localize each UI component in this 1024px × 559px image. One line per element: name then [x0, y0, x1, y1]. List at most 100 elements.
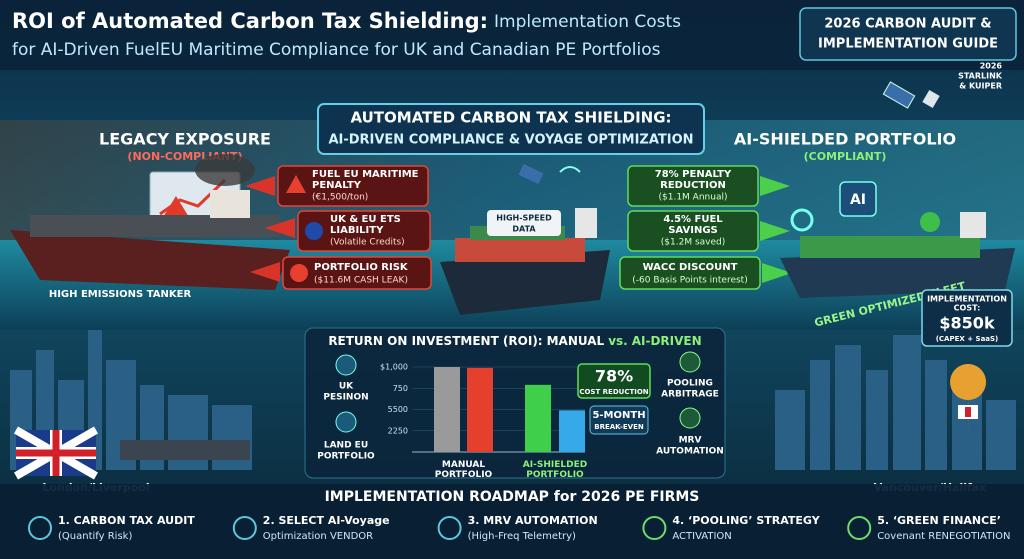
- annotation: BREAK-EVEN: [594, 423, 644, 431]
- x-tick-label: MANUAL PORTFOLIO: [435, 460, 493, 480]
- annotation: 78%: [595, 367, 633, 386]
- badge-box: [799, 7, 1017, 61]
- x-tick-line: AI-SHIELDED: [523, 460, 587, 470]
- legacy-title: LEGACY EXPOSURE: [99, 130, 271, 149]
- title: ROI of Automated Carbon Tax Shielding: Im…: [12, 9, 681, 33]
- step-title: 5. ‘GREEN FINANCE’: [877, 514, 1001, 527]
- risk-box: [265, 210, 431, 252]
- step-icon: [642, 516, 667, 540]
- canada-pin: [950, 364, 987, 445]
- risk-box: [245, 165, 429, 207]
- satellite-label: 2026: [980, 62, 1003, 71]
- right-icons: [679, 351, 701, 429]
- step-title: 2. SELECT AI-Voyage: [263, 514, 390, 527]
- risk-text: ($11.6M CASH LEAK): [314, 276, 408, 286]
- green-ship: [780, 212, 1015, 298]
- roadmap-bar: [0, 484, 1024, 559]
- data-label: DATA: [512, 225, 536, 234]
- step-icon: [232, 516, 257, 540]
- bar: [525, 384, 551, 452]
- cost-text: (CAPEX + SaaS): [936, 335, 999, 343]
- benefit-text: SAVINGS: [668, 225, 718, 236]
- x-tick-line: PORTFOLIO: [435, 470, 493, 480]
- benefit-text: WACC DISCOUNT: [643, 262, 738, 273]
- roi-title-part: vs.: [608, 334, 628, 348]
- annotation-box: [577, 363, 651, 399]
- benefit-text: (-60 Basis Points interest): [632, 276, 747, 286]
- roi-title-part: RETURN ON INVESTMENT (ROI):: [328, 334, 542, 348]
- bar: [434, 367, 460, 452]
- bar: [559, 410, 585, 452]
- tanker-ship: [10, 154, 290, 290]
- cost-value: $850k: [939, 314, 995, 333]
- cost-text: IMPLEMENTATION: [927, 295, 1007, 304]
- annotation-box: [589, 405, 649, 435]
- banner-line: AI-DRIVEN COMPLIANCE & VOYAGE OPTIMIZATI…: [328, 133, 693, 148]
- x-tick-line: MANUAL: [442, 460, 485, 470]
- benefit-box: [619, 256, 792, 290]
- badge-line: 2026 CARBON AUDIT &: [824, 17, 991, 32]
- y-tick-label: 750: [393, 384, 408, 393]
- risk-box: [250, 256, 432, 290]
- roadmap-title: IMPLEMENTATION ROADMAP for 2026 PE FIRMS: [325, 489, 700, 505]
- x-tick-label: AI-SHIELDED PORTFOLIO: [523, 460, 587, 480]
- step-detail: (Quantify Risk): [58, 531, 132, 542]
- annotation: COST REDUCTION: [579, 388, 648, 396]
- left-icon-label: LAND EU: [324, 441, 368, 451]
- right-icon-label: AUTOMATION: [656, 447, 724, 457]
- right-icon-label: ARBITRAGE: [661, 390, 719, 400]
- benefit-text: ($1.2M saved): [661, 238, 725, 248]
- step-icon: [28, 516, 52, 540]
- left-icon-label: PESINON: [323, 393, 368, 403]
- right-icon-label: POOLING: [667, 379, 713, 389]
- risk-text: PORTFOLIO RISK: [314, 262, 409, 273]
- step-detail: Optimization VENDOR: [263, 531, 373, 542]
- ai-label: AI: [850, 192, 866, 208]
- step-icon: [437, 516, 462, 540]
- cost-box: [921, 289, 1013, 347]
- step-title: 3. MRV AUTOMATION: [468, 514, 598, 527]
- step-title: 4. ‘POOLING’ STRATEGY: [672, 514, 820, 527]
- banner-line: AUTOMATED CARBON TAX SHIELDING:: [350, 109, 671, 127]
- satellite-icon: [882, 81, 940, 109]
- risk-text: FUEL EU MARITIME: [312, 169, 419, 180]
- step-detail: (High-Freq Telemetry): [468, 531, 576, 542]
- risk-text: PENALTY: [312, 180, 362, 191]
- y-tick-label: 2250: [388, 426, 408, 435]
- benefit-box: [627, 210, 790, 252]
- step-title: 1. CARBON TAX AUDIT: [58, 514, 195, 527]
- left-icon-label: PORTFOLIO: [317, 452, 375, 462]
- roadmap-steps: 1. CARBON TAX AUDIT (Quantify Risk) 2. SEL…: [28, 514, 1010, 542]
- left-icon-label: UK: [339, 382, 354, 392]
- uk-flag: [14, 426, 98, 480]
- bar: [467, 367, 493, 452]
- shielded-status: (COMPLIANT): [804, 150, 887, 163]
- title-rest: Implementation Costs: [494, 12, 681, 32]
- title-line2: for AI-Driven FuelEU Maritime Compliance…: [12, 40, 661, 60]
- annotation: 5-MONTH: [592, 410, 645, 421]
- risk-text: (Volatile Credits): [330, 238, 405, 248]
- banner-box: [317, 103, 705, 155]
- satellite-label: & KUIPER: [959, 82, 1002, 91]
- data-satellite: [518, 163, 581, 185]
- shielded-title: AI-SHIELDED PORTFOLIO: [734, 130, 956, 149]
- cost-text: COST:: [954, 304, 981, 313]
- ai-shield-icon: [790, 181, 940, 232]
- right-icon-label: MRV: [679, 436, 702, 446]
- london-skyline: [10, 330, 252, 470]
- risk-text: LIABILITY: [330, 225, 384, 236]
- x-tick-line: PORTFOLIO: [526, 470, 584, 480]
- roi-title-part: AI-DRIVEN: [632, 334, 702, 348]
- badge-line: IMPLEMENTATION GUIDE: [818, 37, 998, 52]
- canada-skyline: [775, 335, 1016, 470]
- roi-title-part: MANUAL: [547, 334, 605, 348]
- step-icon: [847, 516, 872, 540]
- risk-text: UK & EU ETS: [330, 214, 401, 225]
- data-box: [487, 210, 561, 236]
- benefit-text: REDUCTION: [660, 180, 726, 191]
- step-detail: Covenant RENEGOTIATION: [877, 531, 1010, 542]
- tanker-label: HIGH EMISSIONS TANKER: [49, 289, 192, 300]
